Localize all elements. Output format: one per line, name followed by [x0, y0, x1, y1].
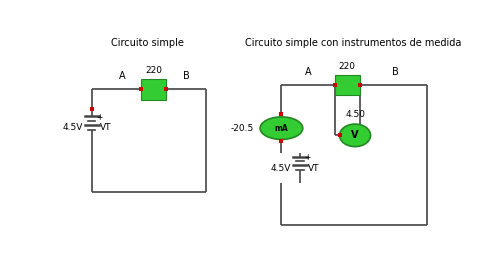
Bar — [334, 75, 360, 95]
Text: -20.5: -20.5 — [231, 124, 254, 133]
Text: B: B — [392, 67, 399, 77]
Text: A: A — [120, 71, 126, 81]
Ellipse shape — [340, 124, 370, 147]
Text: V: V — [352, 130, 359, 140]
Text: +: + — [304, 153, 310, 162]
Text: Circuito simple: Circuito simple — [112, 38, 184, 48]
Text: 4.5V: 4.5V — [62, 123, 83, 132]
Bar — [141, 79, 166, 99]
Text: mA: mA — [274, 124, 288, 133]
Text: VT: VT — [100, 123, 112, 132]
Ellipse shape — [260, 117, 303, 139]
Text: Circuito simple con instrumentos de medida: Circuito simple con instrumentos de medi… — [245, 38, 462, 48]
Text: A: A — [305, 67, 312, 77]
Text: 220: 220 — [339, 62, 356, 71]
Text: 4.50: 4.50 — [345, 110, 365, 119]
Text: 220: 220 — [145, 66, 162, 75]
Text: VT: VT — [308, 164, 320, 173]
Text: 4.5V: 4.5V — [271, 164, 291, 173]
Text: +: + — [96, 113, 102, 122]
Text: B: B — [183, 71, 190, 81]
